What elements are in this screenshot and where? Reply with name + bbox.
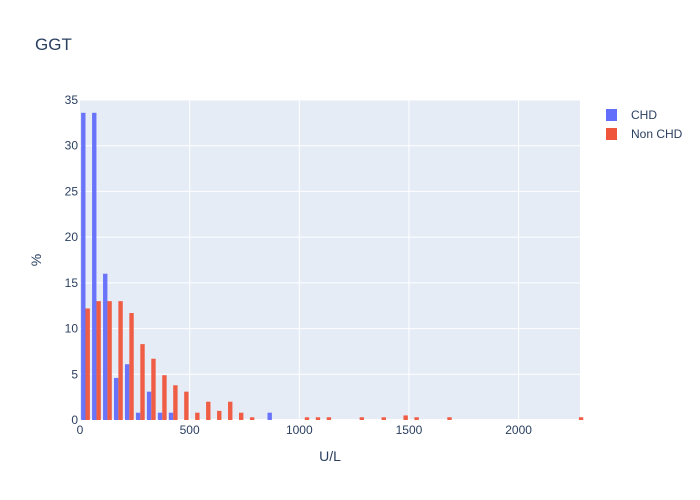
bar-non-chd[interactable] [326, 417, 332, 420]
bar-non-chd[interactable] [359, 417, 364, 420]
bar-chd[interactable] [146, 391, 152, 420]
bar-non-chd[interactable] [96, 301, 101, 420]
bar-chd[interactable] [103, 273, 108, 420]
y-tick-label: 0 [71, 413, 78, 427]
gridlines [80, 99, 580, 421]
bar-non-chd[interactable] [228, 401, 233, 420]
plot-area [80, 100, 580, 420]
bar-chd[interactable] [135, 412, 141, 420]
legend-label: CHD [631, 108, 657, 122]
x-tick-label: 1500 [396, 423, 423, 437]
x-tick-label: 1000 [286, 423, 313, 437]
x-tick-label: 500 [180, 423, 200, 437]
legend-item-non-chd[interactable]: Non CHD [606, 127, 683, 141]
bar-non-chd[interactable] [381, 417, 386, 420]
bar-chd[interactable] [168, 412, 174, 420]
y-tick-label: 30 [65, 139, 79, 153]
bar-non-chd[interactable] [238, 412, 244, 420]
bar-chd[interactable] [92, 112, 97, 421]
legend[interactable]: CHD Non CHD [606, 108, 683, 141]
bar-non-chd[interactable] [195, 412, 200, 420]
bar-non-chd[interactable] [184, 391, 189, 420]
legend-label: Non CHD [631, 127, 683, 141]
bar-non-chd[interactable] [304, 417, 310, 420]
x-axis-ticks: 0 500 1000 1500 2000 [77, 423, 533, 437]
chart-title: GGT [35, 35, 72, 54]
legend-swatch [606, 128, 617, 140]
legend-swatch [606, 109, 617, 121]
bars [81, 112, 584, 421]
x-axis-title: U/L [319, 448, 341, 464]
y-tick-label: 20 [65, 230, 79, 244]
bar-non-chd[interactable] [173, 385, 178, 420]
bar-non-chd[interactable] [447, 417, 452, 420]
bar-chd[interactable] [157, 412, 163, 420]
y-tick-label: 25 [65, 184, 79, 198]
bar-chd[interactable] [81, 112, 86, 421]
bar-non-chd[interactable] [414, 417, 419, 420]
y-tick-label: 15 [65, 276, 79, 290]
y-tick-label: 10 [65, 322, 79, 336]
bar-chd[interactable] [124, 364, 130, 420]
y-axis-ticks: 0 5 10 15 20 25 30 35 [65, 93, 79, 427]
bar-non-chd[interactable] [118, 301, 123, 420]
bar-non-chd[interactable] [162, 375, 167, 420]
bar-non-chd[interactable] [206, 401, 211, 420]
bar-non-chd[interactable] [315, 417, 321, 420]
legend-item-chd[interactable]: CHD [606, 108, 657, 122]
bar-non-chd[interactable] [217, 410, 222, 420]
bar-non-chd[interactable] [249, 417, 255, 420]
bar-non-chd[interactable] [140, 344, 145, 420]
y-tick-label: 5 [71, 367, 78, 381]
bar-chd[interactable] [113, 377, 119, 420]
bar-non-chd[interactable] [403, 415, 408, 420]
bar-chd[interactable] [267, 412, 272, 420]
bar-non-chd[interactable] [151, 358, 156, 420]
bar-non-chd[interactable] [85, 308, 90, 420]
x-tick-label: 0 [77, 423, 84, 437]
y-axis-title: % [28, 254, 44, 266]
x-tick-label: 2000 [505, 423, 532, 437]
y-tick-label: 35 [65, 93, 79, 107]
bar-non-chd[interactable] [129, 313, 134, 420]
bar-non-chd[interactable] [107, 301, 112, 420]
bar-non-chd[interactable] [578, 417, 584, 420]
